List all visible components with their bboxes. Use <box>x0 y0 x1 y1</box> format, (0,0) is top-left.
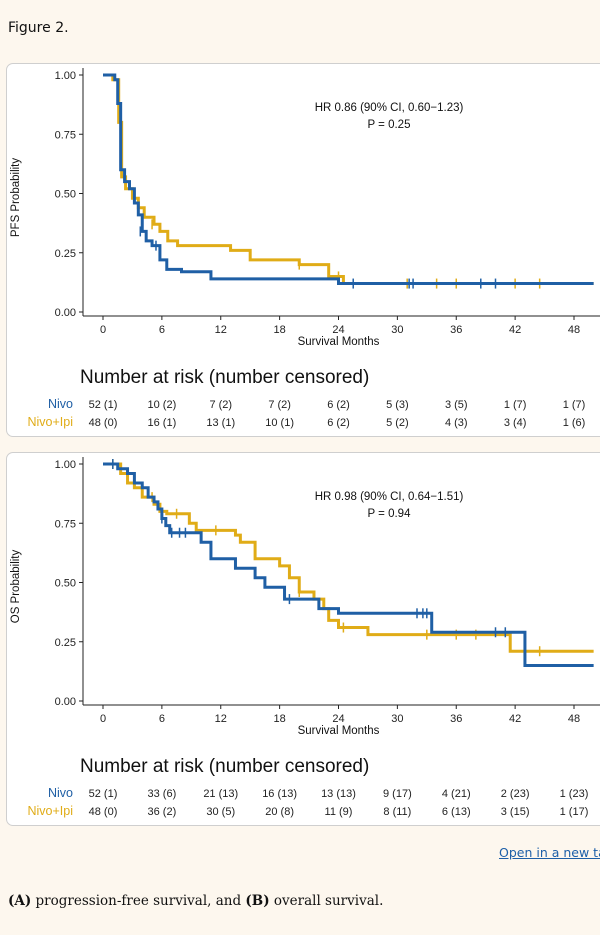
p-value-annotation: P = 0.94 <box>368 508 412 520</box>
risk-cell: 7 (2) <box>268 399 291 411</box>
risk-cell: 36 (2) <box>148 806 177 818</box>
x-tick-label: 48 <box>568 713 580 725</box>
x-tick-label: 18 <box>274 324 286 336</box>
x-tick-label: 42 <box>509 713 521 725</box>
x-tick-label: 24 <box>332 324 344 336</box>
risk-cell: 48 (0) <box>89 806 118 818</box>
risk-cell: 4 (3) <box>445 417 468 429</box>
risk-cell: 20 (8) <box>265 806 294 818</box>
y-axis-label: OS Probability <box>10 550 22 624</box>
x-tick-label: 36 <box>450 713 462 725</box>
risk-table-title: Number at risk (number censored) <box>80 756 369 777</box>
y-tick-label: 0.75 <box>55 518 76 530</box>
y-tick-label: 1.00 <box>55 70 76 82</box>
x-tick-label: 12 <box>215 713 227 725</box>
risk-row-label-nivo: Nivo <box>48 397 73 411</box>
panel-a-pfs-chart: 0.00 0.25 0.50 0.75 1.00 0 6 12 18 24 30 36 42 48 Surv… <box>6 63 600 437</box>
p-value-annotation: P = 0.25 <box>368 119 411 131</box>
km-curve-nivo-ipi <box>103 462 594 653</box>
risk-cell: 16 (13) <box>262 788 297 800</box>
x-tick-label: 6 <box>159 713 165 725</box>
x-tick-label: 12 <box>215 324 227 336</box>
risk-cell: 16 (1) <box>148 417 177 429</box>
risk-cell: 13 (13) <box>321 788 356 800</box>
y-tick-label: 0.75 <box>55 129 76 141</box>
risk-row-label-nivo-ipi: Nivo+Ipi <box>27 415 73 429</box>
x-tick-label: 0 <box>100 324 106 336</box>
risk-cell: 13 (1) <box>206 417 235 429</box>
risk-cell: 7 (2) <box>209 399 232 411</box>
risk-cell: 6 (2) <box>327 417 350 429</box>
risk-cell: 6 (13) <box>442 806 471 818</box>
risk-cell: 21 (13) <box>203 788 238 800</box>
figure-caption: (A) progression-free survival, and (B) o… <box>8 893 383 909</box>
risk-cell: 30 (5) <box>206 806 235 818</box>
risk-row-label-nivo-ipi: Nivo+Ipi <box>27 804 73 818</box>
open-in-new-tab-link[interactable]: Open in a new tab <box>499 845 600 860</box>
risk-cell: 33 (6) <box>148 788 177 800</box>
os-km-plot: 0.00 0.25 0.50 0.75 1.00 0 6 12 18 24 30 36 42 48 Surv… <box>10 457 600 818</box>
pfs-km-plot: 0.00 0.25 0.50 0.75 1.00 0 6 12 18 24 30 36 42 48 Surv… <box>10 68 600 429</box>
y-tick-label: 0.00 <box>55 696 76 708</box>
risk-cell: 8 (11) <box>383 806 411 818</box>
risk-table-title: Number at risk (number censored) <box>80 367 369 388</box>
risk-cell: 11 (9) <box>325 806 353 818</box>
risk-cell: 52 (1) <box>89 399 118 411</box>
x-tick-label: 48 <box>568 324 580 336</box>
y-tick-label: 0.50 <box>55 578 76 590</box>
risk-cell: 9 (17) <box>383 788 412 800</box>
x-tick-label: 0 <box>100 713 106 725</box>
y-tick-label: 0.25 <box>55 637 76 649</box>
risk-cell: 1 (7) <box>504 399 527 411</box>
risk-cell: 3 (15) <box>501 806 530 818</box>
risk-cell: 52 (1) <box>89 788 118 800</box>
x-tick-label: 36 <box>450 324 462 336</box>
y-axis-label: PFS Probability <box>10 158 22 238</box>
risk-cell: 3 (4) <box>504 417 527 429</box>
caption-tag-a: (A) <box>8 893 32 909</box>
x-tick-label: 6 <box>159 324 165 336</box>
x-tick-label: 42 <box>509 324 521 336</box>
x-axis-label: Survival Months <box>298 725 380 737</box>
x-tick-label: 30 <box>391 324 403 336</box>
risk-cell: 1 (6) <box>563 417 586 429</box>
km-curve-nivo <box>103 73 594 286</box>
hr-annotation: HR 0.86 (90% CI, 0.60−1.23) <box>315 102 464 114</box>
risk-cell: 4 (21) <box>442 788 471 800</box>
y-tick-label: 0.00 <box>55 307 76 319</box>
x-tick-label: 24 <box>332 713 344 725</box>
y-tick-label: 0.25 <box>55 248 76 260</box>
risk-cell: 5 (3) <box>386 399 409 411</box>
panel-b-os-chart: 0.00 0.25 0.50 0.75 1.00 0 6 12 18 24 30 36 42 48 Surv… <box>6 452 600 826</box>
caption-text-a: progression-free survival, and <box>31 893 246 909</box>
hr-annotation: HR 0.98 (90% CI, 0.64−1.51) <box>315 491 464 503</box>
risk-cell: 10 (1) <box>265 417 294 429</box>
risk-cell: 3 (5) <box>445 399 468 411</box>
risk-cell: 1 (17) <box>560 806 589 818</box>
x-tick-label: 18 <box>274 713 286 725</box>
x-tick-label: 30 <box>391 713 403 725</box>
risk-cell: 1 (7) <box>563 399 586 411</box>
caption-text-b: overall survival. <box>269 893 384 909</box>
risk-cell: 2 (23) <box>501 788 530 800</box>
x-axis-label: Survival Months <box>298 336 380 348</box>
risk-cell: 5 (2) <box>386 417 409 429</box>
risk-cell: 1 (23) <box>560 788 589 800</box>
figure-label: Figure 2. <box>8 20 69 36</box>
risk-cell: 6 (2) <box>327 399 350 411</box>
risk-cell: 48 (0) <box>89 417 118 429</box>
risk-row-label-nivo: Nivo <box>48 786 73 800</box>
caption-tag-b: (B) <box>245 893 270 909</box>
y-tick-label: 0.50 <box>55 189 76 201</box>
y-tick-label: 1.00 <box>55 459 76 471</box>
risk-cell: 10 (2) <box>148 399 177 411</box>
